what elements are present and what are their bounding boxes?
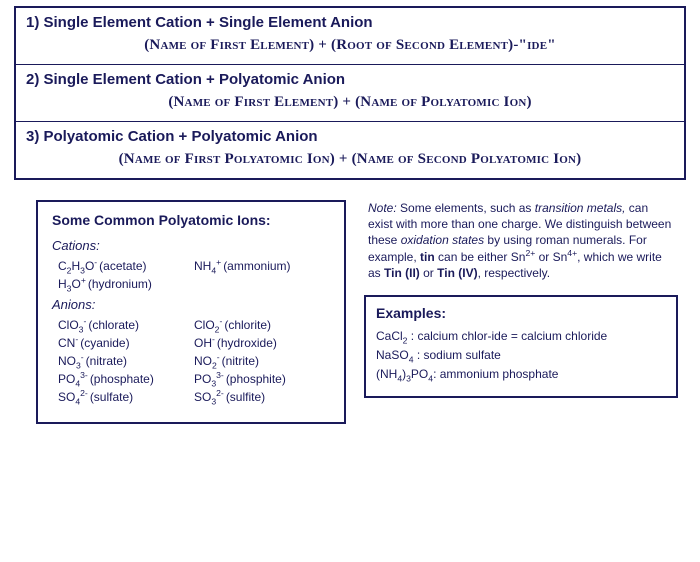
rule-2: 2) Single Element Cation + Polyatomic An… [16, 64, 684, 121]
rule-formula: (Name of First Element) + (Root of Secon… [26, 37, 674, 54]
ion-entry [194, 277, 330, 291]
ion-row: H3O+ (hydronium) [52, 277, 330, 291]
ion-entry: SO42- (sulfate) [58, 390, 194, 404]
example-line: NaSO4 : sodium sulfate [376, 348, 666, 362]
ion-row: NO3- (nitrate)NO2- (nitrite) [52, 354, 330, 368]
ion-row: SO42- (sulfate)SO32- (sulfite) [52, 390, 330, 404]
ion-entry: PO43- (phosphate) [58, 372, 194, 386]
rule-formula: (Name of First Polyatomic Ion) + (Name o… [26, 151, 674, 168]
naming-rules-table: 1) Single Element Cation + Single Elemen… [14, 6, 686, 180]
ion-entry: CN- (cyanide) [58, 336, 194, 350]
ion-row: CN- (cyanide)OH- (hydroxide) [52, 336, 330, 350]
example-line: (NH4)3PO4: ammonium phosphate [376, 367, 666, 381]
cations-label: Cations: [52, 238, 330, 253]
examples-title: Examples: [376, 305, 666, 321]
rule-1: 1) Single Element Cation + Single Elemen… [16, 8, 684, 64]
example-line: CaCl2 : calcium chlor-ide = calcium chlo… [376, 329, 666, 343]
ion-entry: NO3- (nitrate) [58, 354, 194, 368]
rule-3: 3) Polyatomic Cation + Polyatomic Anion … [16, 121, 684, 178]
ion-entry: NH4+ (ammonium) [194, 259, 330, 273]
ion-entry: H3O+ (hydronium) [58, 277, 194, 291]
rule-heading: 1) Single Element Cation + Single Elemen… [26, 14, 674, 31]
ion-entry: C2H3O- (acetate) [58, 259, 194, 273]
ion-row: ClO3- (chlorate)ClO2- (chlorite) [52, 318, 330, 332]
ion-row: C2H3O- (acetate)NH4+ (ammonium) [52, 259, 330, 273]
polyatomic-ions-box: Some Common Polyatomic Ions: Cations: C2… [36, 200, 346, 424]
anions-list: ClO3- (chlorate)ClO2- (chlorite)CN- (cya… [52, 318, 330, 404]
rule-heading: 2) Single Element Cation + Polyatomic An… [26, 71, 674, 88]
ion-entry: NO2- (nitrite) [194, 354, 330, 368]
rule-heading: 3) Polyatomic Cation + Polyatomic Anion [26, 128, 674, 145]
examples-box: Examples: CaCl2 : calcium chlor-ide = ca… [364, 295, 678, 398]
ion-entry: PO33- (phosphite) [194, 372, 330, 386]
ion-entry: SO32- (sulfite) [194, 390, 330, 404]
ion-entry: ClO2- (chlorite) [194, 318, 330, 332]
rule-formula: (Name of First Element) + (Name of Polya… [26, 94, 674, 111]
ions-title: Some Common Polyatomic Ions: [52, 212, 330, 228]
ion-entry: ClO3- (chlorate) [58, 318, 194, 332]
note-text: Note: Some elements, such as transition … [364, 200, 678, 281]
cations-list: C2H3O- (acetate)NH4+ (ammonium)H3O+ (hyd… [52, 259, 330, 291]
examples-list: CaCl2 : calcium chlor-ide = calcium chlo… [376, 329, 666, 381]
ion-entry: OH- (hydroxide) [194, 336, 330, 350]
anions-label: Anions: [52, 297, 330, 312]
ion-row: PO43- (phosphate)PO33- (phosphite) [52, 372, 330, 386]
